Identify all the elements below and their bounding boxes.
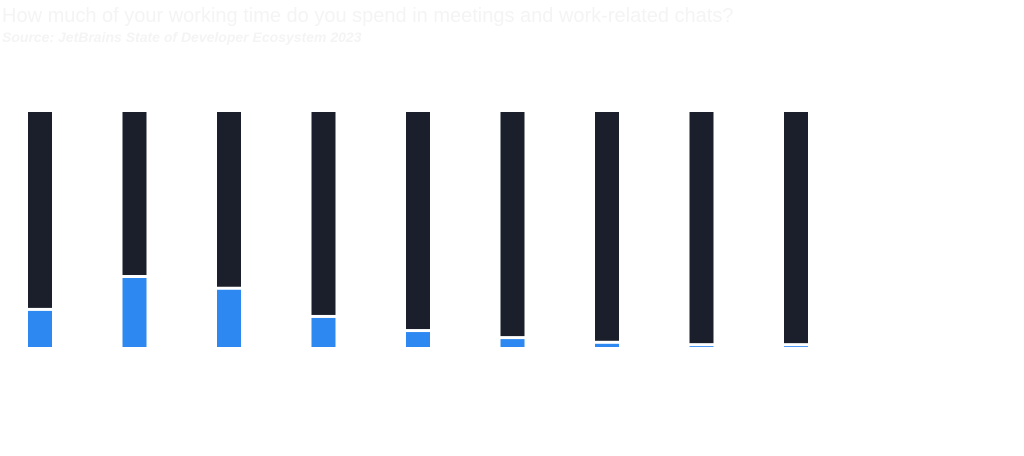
bar-separator-9 <box>784 343 808 347</box>
bar-value-5 <box>406 330 430 347</box>
chart-subtitle: Source: JetBrains State of Developer Eco… <box>2 29 362 45</box>
bar-value-1 <box>28 309 52 347</box>
bar-remainder-8 <box>689 112 714 345</box>
bar-remainder-9 <box>784 112 808 345</box>
bar-separator-3 <box>217 286 241 290</box>
bar-value-3 <box>217 288 241 347</box>
bar-value-2 <box>122 276 147 347</box>
bar-value-7 <box>595 342 619 347</box>
bar-separator-4 <box>311 314 336 318</box>
bar-separator-1 <box>28 307 52 311</box>
bar-remainder-5 <box>406 112 430 331</box>
chart-title: How much of your working time do you spe… <box>2 5 734 27</box>
bar-remainder-3 <box>217 112 241 289</box>
bar-remainder-2 <box>122 112 147 277</box>
bar-separator-5 <box>406 329 430 333</box>
bar-remainder-7 <box>595 112 619 343</box>
bar-separator-6 <box>500 336 525 340</box>
bar-remainder-1 <box>28 112 52 310</box>
bar-value-4 <box>311 316 336 347</box>
bar-separator-8 <box>689 343 714 347</box>
bar-remainder-6 <box>500 112 525 338</box>
bar-remainder-4 <box>311 112 336 317</box>
bar-value-6 <box>500 337 525 347</box>
bar-separator-2 <box>122 275 147 278</box>
bar-separator-7 <box>595 340 619 344</box>
